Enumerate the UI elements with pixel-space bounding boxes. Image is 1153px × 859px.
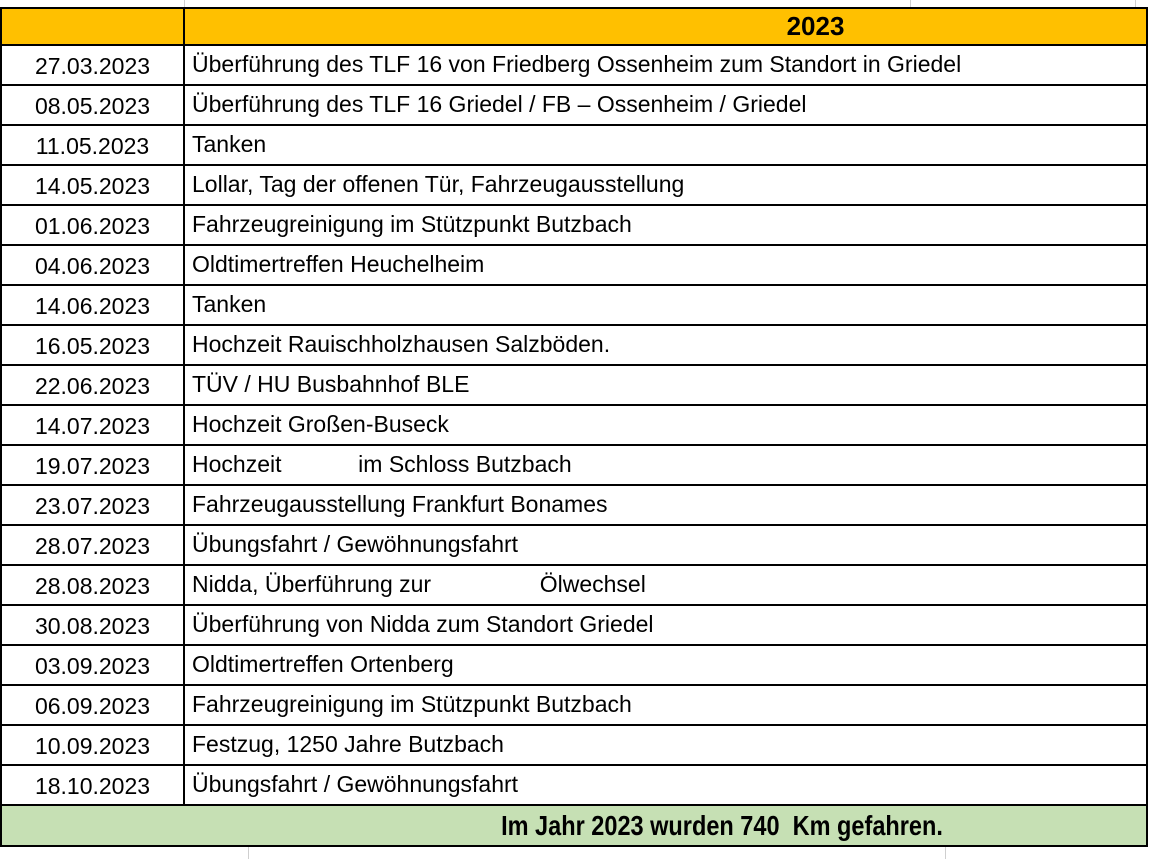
table-row: 19.07.2023 Hochzeit im Schloss Butzbach (2, 446, 1146, 486)
spreadsheet-margin-bottom (0, 847, 1153, 859)
description-cell[interactable]: Hochzeit im Schloss Butzbach (192, 450, 572, 477)
table-row: 28.08.2023 Nidda, Überführung zur Ölwechs… (2, 566, 1146, 606)
description-cell[interactable]: Überführung des TLF 16 von Friedberg Oss… (192, 50, 962, 77)
description-cell[interactable]: Nidda, Überführung zur Ölwechsel (192, 570, 646, 597)
header-cell-date-column[interactable] (2, 9, 185, 44)
description-cell[interactable]: Übungsfahrt / Gewöhnungsfahrt (192, 530, 519, 557)
table-row: 03.09.2023 Oldtimertreffen Ortenberg (2, 646, 1146, 686)
date-cell[interactable]: 03.09.2023 (2, 646, 185, 684)
summary-text: Im Jahr 2023 wurden 740 Km gefahren. (500, 809, 943, 841)
table-row: 28.07.2023 Übungsfahrt / Gewöhnungsfahrt (2, 526, 1146, 566)
date-cell[interactable]: 22.06.2023 (2, 366, 185, 404)
date-cell[interactable]: 04.06.2023 (2, 246, 185, 284)
description-cell[interactable]: Fahrzeugreinigung im Stützpunkt Butzbach (192, 690, 632, 717)
header-cell-year[interactable]: 2023 (185, 9, 1146, 44)
table-row: 18.10.2023 Übungsfahrt / Gewöhnungsfahrt (2, 766, 1146, 806)
table-row: 01.06.2023 Fahrzeugreinigung im Stützpunk… (2, 206, 1146, 246)
table-row: 06.09.2023 Fahrzeugreinigung im Stützpunk… (2, 686, 1146, 726)
table-header-row: 2023 (2, 9, 1146, 46)
table-row: 08.05.2023 Überführung des TLF 16 Griedel… (2, 86, 1146, 126)
year-title: 2023 (786, 11, 845, 41)
date-cell[interactable]: 11.05.2023 (2, 126, 185, 164)
table-row: 27.03.2023 Überführung des TLF 16 von Fri… (2, 46, 1146, 86)
date-cell[interactable]: 30.08.2023 (2, 606, 185, 644)
description-cell[interactable]: Oldtimertreffen Ortenberg (192, 650, 454, 677)
description-cell[interactable]: Überführung von Nidda zum Standort Gried… (192, 610, 654, 637)
spreadsheet-margin-top (0, 0, 1153, 7)
gridline (184, 0, 185, 7)
description-cell[interactable]: Festzug, 1250 Jahre Butzbach (192, 730, 504, 757)
date-cell[interactable]: 08.05.2023 (2, 86, 185, 124)
table-row: 22.06.2023 TÜV / HU Busbahnhof BLE (2, 366, 1146, 406)
table-row: 14.05.2023 Lollar, Tag der offenen Tür, F… (2, 166, 1146, 206)
description-cell[interactable]: Lollar, Tag der offenen Tür, Fahrzeugaus… (192, 170, 685, 197)
table-row: 23.07.2023 Fahrzeugausstellung Frankfurt … (2, 486, 1146, 526)
table-body: 27.03.2023 Überführung des TLF 16 von Fri… (2, 46, 1146, 806)
date-cell[interactable]: 01.06.2023 (2, 206, 185, 244)
gridline (945, 847, 946, 859)
date-cell[interactable]: 16.05.2023 (2, 326, 185, 364)
description-cell[interactable]: TÜV / HU Busbahnhof BLE (192, 370, 470, 397)
date-cell[interactable]: 14.05.2023 (2, 166, 185, 204)
date-cell[interactable]: 28.08.2023 (2, 566, 185, 604)
gridline (1135, 0, 1136, 7)
description-cell[interactable]: Übungsfahrt / Gewöhnungsfahrt (192, 770, 519, 797)
description-cell[interactable]: Hochzeit Rauischholzhausen Salzböden. (192, 330, 611, 357)
date-cell[interactable]: 28.07.2023 (2, 526, 185, 564)
table-row: 16.05.2023 Hochzeit Rauischholzhausen Sal… (2, 326, 1146, 366)
date-cell[interactable]: 27.03.2023 (2, 46, 185, 84)
date-cell[interactable]: 10.09.2023 (2, 726, 185, 764)
table-row: 10.09.2023 Festzug, 1250 Jahre Butzbach (2, 726, 1146, 766)
table-row: 11.05.2023 Tanken (2, 126, 1146, 166)
description-cell[interactable]: Tanken (192, 290, 267, 317)
table-row: 14.07.2023 Hochzeit Großen-Buseck (2, 406, 1146, 446)
description-cell[interactable]: Hochzeit Großen-Buseck (192, 410, 449, 437)
description-cell[interactable]: Tanken (192, 130, 267, 157)
gridline (910, 0, 911, 7)
table-row: 30.08.2023 Überführung von Nidda zum Stan… (2, 606, 1146, 646)
date-cell[interactable]: 23.07.2023 (2, 486, 185, 524)
date-cell[interactable]: 06.09.2023 (2, 686, 185, 724)
date-cell[interactable]: 18.10.2023 (2, 766, 185, 804)
date-cell[interactable]: 14.07.2023 (2, 406, 185, 444)
date-cell[interactable]: 14.06.2023 (2, 286, 185, 324)
description-cell[interactable]: Überführung des TLF 16 Griedel / FB – Os… (192, 90, 807, 117)
description-cell[interactable]: Oldtimertreffen Heuchelheim (192, 250, 485, 277)
date-cell[interactable]: 19.07.2023 (2, 446, 185, 484)
table-row: 14.06.2023 Tanken (2, 286, 1146, 326)
summary-row[interactable]: Im Jahr 2023 wurden 740 Km gefahren. (2, 806, 1146, 845)
table-row: 04.06.2023 Oldtimertreffen Heuchelheim (2, 246, 1146, 286)
description-cell[interactable]: Fahrzeugreinigung im Stützpunkt Butzbach (192, 210, 632, 237)
description-cell[interactable]: Fahrzeugausstellung Frankfurt Bonames (192, 490, 608, 517)
driving-log-table-2023: 2023 27.03.2023 Überführung des TLF 16 vo… (0, 7, 1148, 847)
gridline (248, 847, 249, 859)
